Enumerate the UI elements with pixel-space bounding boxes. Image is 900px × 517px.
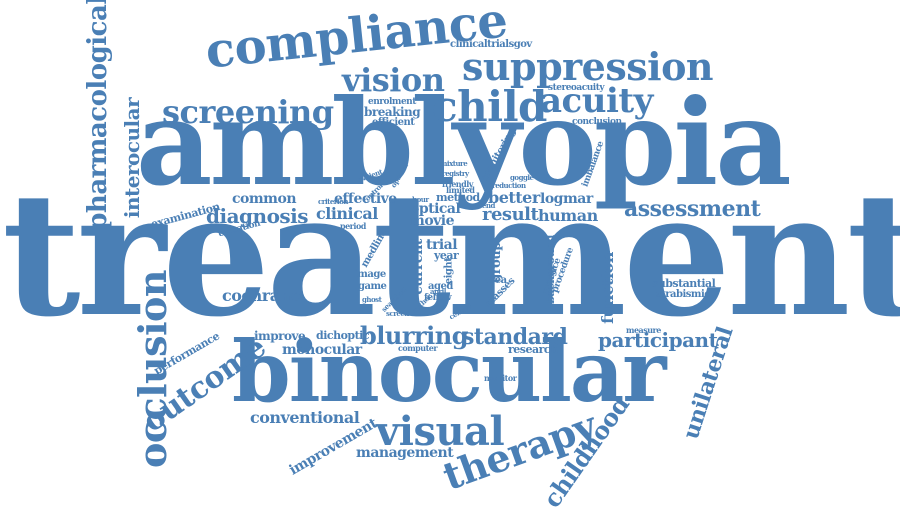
word-participant: participant (598, 328, 718, 352)
word-screening: screening (162, 93, 334, 131)
word-cochrane: cochrane (222, 286, 301, 305)
word-conventional: conventional (250, 408, 360, 427)
word-child: child (432, 82, 547, 131)
word-vision: vision (342, 61, 445, 99)
word-game: game (358, 281, 387, 292)
word-registry: registry (442, 169, 469, 178)
word-common: common (232, 191, 297, 207)
word-substantial: substantial (652, 277, 716, 290)
word-friendly: friendly (442, 179, 473, 189)
word-criterion: criterion (318, 197, 348, 206)
word-result: result (482, 204, 539, 225)
word-measure: measure (626, 325, 661, 335)
word-mixture: mixture (440, 159, 468, 168)
word-hour: hour (412, 195, 429, 204)
word-monocular: monocular (282, 342, 362, 358)
word-research: research (508, 343, 558, 356)
word-clinicaltrialsgov: clinicaltrialsgov (450, 39, 532, 50)
word-period: period (340, 221, 366, 231)
word-assessment: assessment (624, 196, 761, 222)
word-april: april (430, 287, 446, 296)
word-conclusion: conclusion (572, 117, 622, 127)
word-ghost: ghost (362, 295, 382, 304)
word-treatment: treatment (2, 155, 900, 355)
word-strabismic: strabismic (656, 289, 710, 300)
word-trial: trial (426, 237, 458, 253)
word-interocular: interocular (120, 97, 145, 219)
word-function: function (597, 252, 617, 324)
word-stereoacuity: stereoacuity (548, 83, 605, 93)
word-monitor: monitor (484, 373, 517, 383)
word-management: management (356, 445, 454, 461)
word-optical: optical (410, 201, 461, 217)
word-clinical: clinical (316, 204, 378, 223)
word-improve: improve (254, 329, 306, 343)
word-method: method (436, 191, 480, 204)
word-binocular: binocular (232, 322, 667, 421)
word-limited: limited (446, 185, 475, 195)
word-reduction: reduction (492, 181, 526, 190)
word-current: current (409, 239, 426, 295)
word-dichoptic: dichoptic (316, 329, 370, 342)
word-goggle: goggle (510, 173, 534, 182)
word-better: better (488, 188, 540, 207)
word-standard: standard (462, 324, 568, 350)
word-blurring: blurring (360, 321, 468, 350)
word-aged: aged (428, 281, 453, 292)
word-year: year (434, 249, 459, 262)
word-enrolment: enrolment (368, 97, 416, 107)
word-screen: screen (386, 309, 409, 318)
word-breaking: breaking (364, 105, 421, 119)
word-effective: effective (334, 191, 397, 207)
word-computer: computer (398, 343, 438, 353)
word-area: area (484, 275, 507, 286)
word-suppression: suppression (462, 44, 714, 89)
word-diagnosis: diagnosis (206, 204, 309, 228)
word-movie: movie (410, 213, 455, 229)
word-pharmacological: pharmacological (82, 0, 113, 231)
word-visual: visual (376, 408, 505, 455)
word-fellow: fellow (424, 293, 452, 303)
word-logmar: logmar (540, 191, 593, 207)
word-amblyopia: amblyopia (136, 73, 792, 212)
word-image: image (354, 269, 386, 280)
word-trend: trend (476, 201, 495, 210)
word-human: human (538, 206, 598, 225)
word-acuity: acuity (540, 81, 653, 121)
word-efficient: efficient (372, 117, 415, 128)
